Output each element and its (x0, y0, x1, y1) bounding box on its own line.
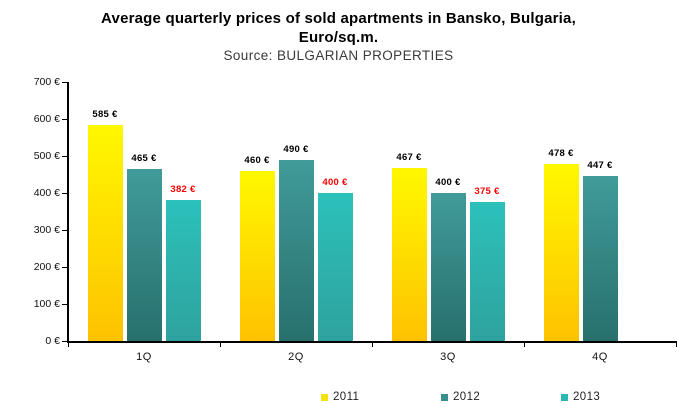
value-label-2011-1Q: 585 € (92, 108, 118, 120)
legend-label-2013: 2013 (573, 391, 601, 403)
bar-2013-3Q (469, 202, 505, 341)
x-tick-mark (523, 341, 525, 347)
bar-2011-4Q (543, 164, 579, 341)
x-category-label: 4Q (592, 351, 608, 363)
chart-title-line2: Euro/sq.m. (298, 29, 379, 46)
legend-label-2012: 2012 (453, 391, 481, 403)
value-label-2013-3Q: 375 € (474, 186, 500, 198)
chart-source: Source: BULGARIAN PROPERTIES (223, 48, 454, 63)
y-tick-mark (62, 229, 68, 231)
value-label-2012-4Q: 447 € (587, 159, 613, 171)
x-category-label: 2Q (288, 351, 304, 363)
bar-2012-4Q (582, 175, 618, 341)
x-category-label: 1Q (136, 351, 152, 363)
y-tick-label: 500 € (33, 149, 60, 162)
chart-header: Average quarterly prices of sold apartme… (0, 9, 677, 63)
bar-2011-2Q (239, 170, 275, 341)
value-label-2013-2Q: 400 € (322, 177, 348, 188)
x-category-label: 3Q (440, 351, 456, 363)
y-tick-label: 700 € (33, 75, 60, 88)
bar-2012-1Q (126, 168, 162, 341)
y-tick-label: 100 € (33, 297, 60, 310)
bar-2012-3Q (430, 193, 466, 341)
y-tick-mark (62, 340, 68, 342)
y-tick-label: 600 € (33, 112, 60, 125)
y-tick-mark (62, 192, 68, 194)
y-tick-label: 0 € (45, 334, 60, 347)
legend-label-2011: 2011 (333, 391, 360, 403)
bar-2011-3Q (391, 168, 427, 341)
value-label-2013-1Q: 382 € (170, 183, 196, 195)
bar-2011-1Q (87, 124, 123, 341)
legend-swatch-2011 (321, 393, 328, 401)
y-tick-label: 200 € (33, 260, 60, 273)
value-label-2012-2Q: 490 € (283, 143, 309, 155)
y-tick-label: 400 € (33, 186, 60, 199)
y-tick-mark (62, 118, 68, 120)
x-tick-mark (67, 341, 69, 347)
y-tick-mark (62, 155, 68, 157)
bar-2013-2Q (317, 193, 353, 341)
y-axis-line (67, 82, 69, 342)
value-label-2012-3Q: 400 € (435, 177, 461, 188)
value-label-2011-2Q: 460 € (244, 154, 270, 166)
x-tick-mark (371, 341, 373, 347)
bar-2013-1Q (165, 199, 201, 341)
y-tick-mark (62, 81, 68, 83)
legend-swatch-2012 (441, 393, 448, 401)
bar-2012-2Q (278, 159, 314, 341)
y-tick-mark (62, 303, 68, 305)
value-label-2012-1Q: 465 € (131, 152, 157, 164)
chart-title-line1: Average quarterly prices of sold apartme… (101, 10, 576, 27)
value-label-2011-4Q: 478 € (548, 148, 574, 160)
value-label-2011-3Q: 467 € (396, 152, 422, 164)
legend-swatch-2013 (561, 393, 568, 401)
y-tick-label: 300 € (33, 223, 60, 236)
y-tick-mark (62, 266, 68, 268)
legend-item-2012: 2012 (441, 391, 480, 403)
x-tick-mark (219, 341, 221, 347)
legend-item-2011: 2011 (321, 391, 359, 403)
legend-item-2013: 2013 (561, 391, 600, 403)
x-tick-mark (675, 341, 677, 347)
